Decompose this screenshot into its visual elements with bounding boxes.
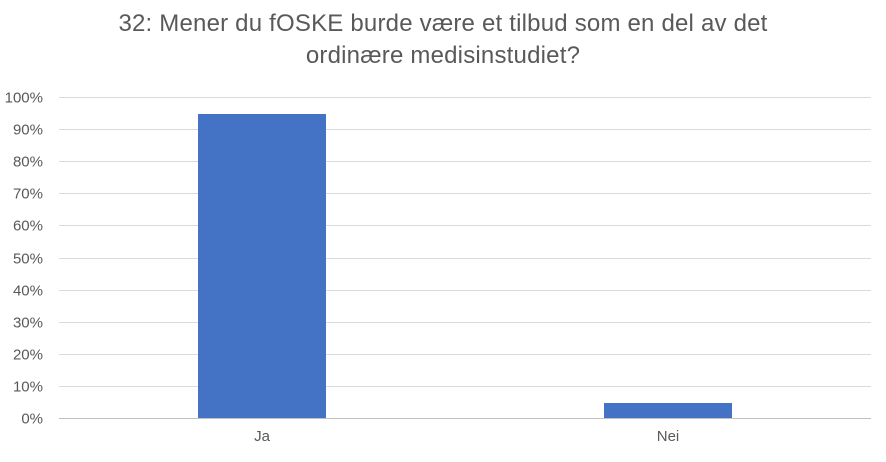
gridline — [59, 289, 871, 291]
y-tick-label: 40% — [12, 282, 43, 300]
gridline — [59, 225, 871, 227]
gridline — [59, 193, 871, 195]
y-tick-label: 50% — [12, 250, 43, 267]
y-tick-label: 90% — [12, 121, 43, 139]
gridline — [59, 97, 871, 98]
gridline — [59, 385, 871, 387]
bar-ja[interactable] — [198, 114, 326, 418]
y-tick-label: 30% — [12, 314, 43, 332]
x-axis-line — [59, 418, 871, 419]
y-tick-label: 20% — [12, 346, 43, 364]
gridline — [59, 161, 871, 163]
y-tick-label: 0% — [21, 410, 43, 428]
gridline — [59, 129, 871, 131]
y-tick-label: 80% — [12, 153, 43, 171]
gridline — [59, 257, 871, 259]
plot-area — [59, 97, 871, 419]
chart-title: 32: Mener du fOSKE burde være et tilbud … — [118, 10, 768, 69]
gridline — [59, 353, 871, 355]
y-tick-label: 100% — [4, 89, 43, 107]
bar-nei[interactable] — [604, 402, 732, 418]
y-tick-label: 70% — [12, 185, 43, 203]
gridline — [59, 321, 871, 323]
y-tick-label: 10% — [12, 378, 43, 396]
x-category-label: Nei — [656, 428, 680, 445]
y-tick-label: 60% — [12, 217, 43, 235]
x-category-label: Ja — [254, 428, 270, 445]
